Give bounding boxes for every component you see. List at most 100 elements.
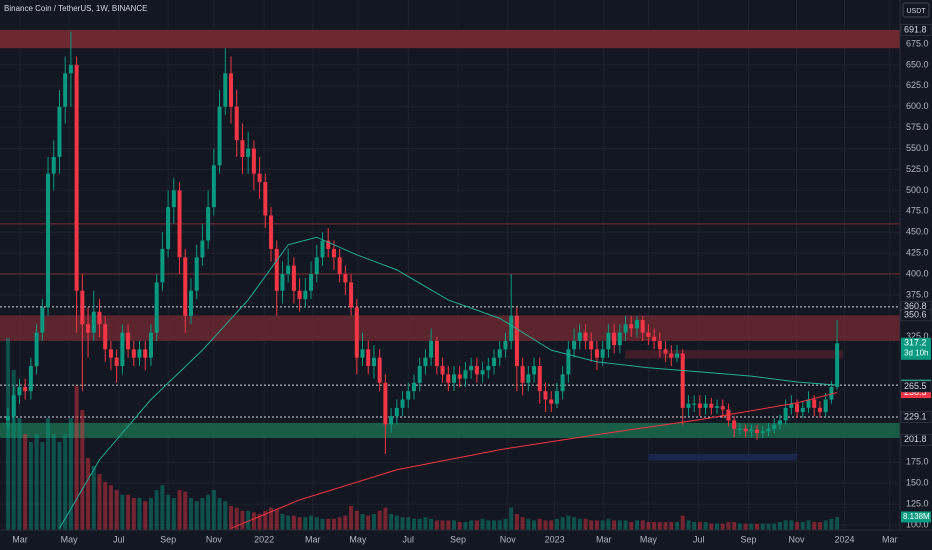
volume-bar <box>549 520 554 530</box>
candle-body <box>389 416 394 425</box>
x-tick-label: Mar <box>882 534 898 544</box>
volume-bar <box>823 520 828 530</box>
candle-body <box>766 428 771 432</box>
candle-body <box>91 311 96 333</box>
volume-bar <box>206 494 211 530</box>
x-tick-label: Jul <box>113 534 125 544</box>
x-tick-label: 2022 <box>254 534 274 544</box>
candle-body <box>46 173 51 308</box>
volume-bar <box>583 518 588 530</box>
y-tick-label: 475.0 <box>906 206 929 216</box>
price-line-box <box>900 434 932 446</box>
candle-body <box>417 366 422 383</box>
x-tick-label: Jul <box>403 534 415 544</box>
candle-body <box>560 374 565 392</box>
volume-bar <box>34 434 39 530</box>
volume-bar <box>406 517 411 530</box>
volume-bar <box>634 520 639 530</box>
volume-bar <box>86 458 91 530</box>
volume-bar <box>560 517 565 530</box>
volume-bar <box>80 410 85 530</box>
candle-body <box>326 240 331 249</box>
volume-bar <box>377 510 382 530</box>
y-tick-label: 625.0 <box>906 80 929 90</box>
price-line-label: 201.8 <box>904 434 927 444</box>
moving-average <box>59 236 838 529</box>
volume-bar <box>354 510 359 530</box>
volume-bar <box>389 514 394 530</box>
candle-body <box>703 403 708 408</box>
volume-box <box>901 511 931 523</box>
candle-body <box>188 290 193 316</box>
candle-body <box>394 407 399 417</box>
candle-body <box>280 274 285 291</box>
candle-body <box>217 106 222 166</box>
candle-body <box>349 282 354 308</box>
volume-bar <box>663 522 668 530</box>
volume-bar <box>108 485 113 530</box>
x-tick-label: May <box>640 534 658 544</box>
volume-bar <box>646 522 651 530</box>
volume-bar <box>97 474 102 530</box>
volume-bar <box>280 514 285 530</box>
price-line-label: 691.8 <box>904 24 927 34</box>
candle-body <box>469 366 474 371</box>
candle-body <box>497 349 502 358</box>
candle-body <box>309 274 314 291</box>
candle-body <box>652 336 657 341</box>
candle-body <box>383 382 388 425</box>
candle-body <box>732 420 737 429</box>
volume-bar <box>835 516 840 530</box>
volume-bar <box>331 518 336 530</box>
y-tick-label: 400.0 <box>906 268 929 278</box>
candle-body <box>434 340 439 367</box>
volume-bar <box>743 523 748 530</box>
volume-bar <box>503 518 508 530</box>
volume-bar <box>800 522 805 530</box>
candle-body <box>34 332 39 367</box>
candle-body <box>194 257 199 291</box>
volume-bar <box>640 520 645 530</box>
y-tick-label: 375.0 <box>906 289 929 299</box>
volume-bar <box>291 515 296 530</box>
x-tick-label: Mar <box>596 534 612 544</box>
candle-body <box>514 315 519 367</box>
candle-body <box>377 357 382 383</box>
zone <box>0 422 900 438</box>
volume-bar <box>697 522 702 530</box>
candle-body <box>371 357 376 367</box>
candle-body <box>457 374 462 379</box>
candle-body <box>474 366 479 375</box>
candle-body <box>549 399 554 404</box>
volume-bar <box>629 522 634 530</box>
x-tick-label: Nov <box>206 534 223 544</box>
volume-bar <box>526 518 531 530</box>
volume-bar <box>337 517 342 530</box>
candle-body <box>789 403 794 408</box>
moving-average <box>230 392 838 529</box>
volume-bar <box>383 507 388 530</box>
x-tick-label: Mar <box>305 534 321 544</box>
candle-body <box>28 366 33 392</box>
candle-body <box>709 403 714 408</box>
volume-bar <box>617 520 622 530</box>
volume-bar <box>114 490 119 530</box>
candle-body <box>257 173 262 183</box>
x-tick-label: Sep <box>740 534 756 544</box>
volume-bar <box>274 509 279 530</box>
volume-bar <box>755 523 760 530</box>
candle-body <box>532 366 537 375</box>
y-tick-label: 575.0 <box>906 122 929 132</box>
candle-body <box>812 399 817 408</box>
volume-bar <box>171 498 176 530</box>
candle-body <box>148 332 153 358</box>
volume-bar <box>600 520 605 530</box>
y-tick-label: 450.0 <box>906 227 929 237</box>
candle-body <box>314 257 319 275</box>
candle-body <box>411 382 416 392</box>
volume-bar <box>303 517 308 530</box>
price-line-label: 360.8 <box>904 301 927 311</box>
volume-bar <box>188 498 193 530</box>
candle-body <box>749 429 754 432</box>
